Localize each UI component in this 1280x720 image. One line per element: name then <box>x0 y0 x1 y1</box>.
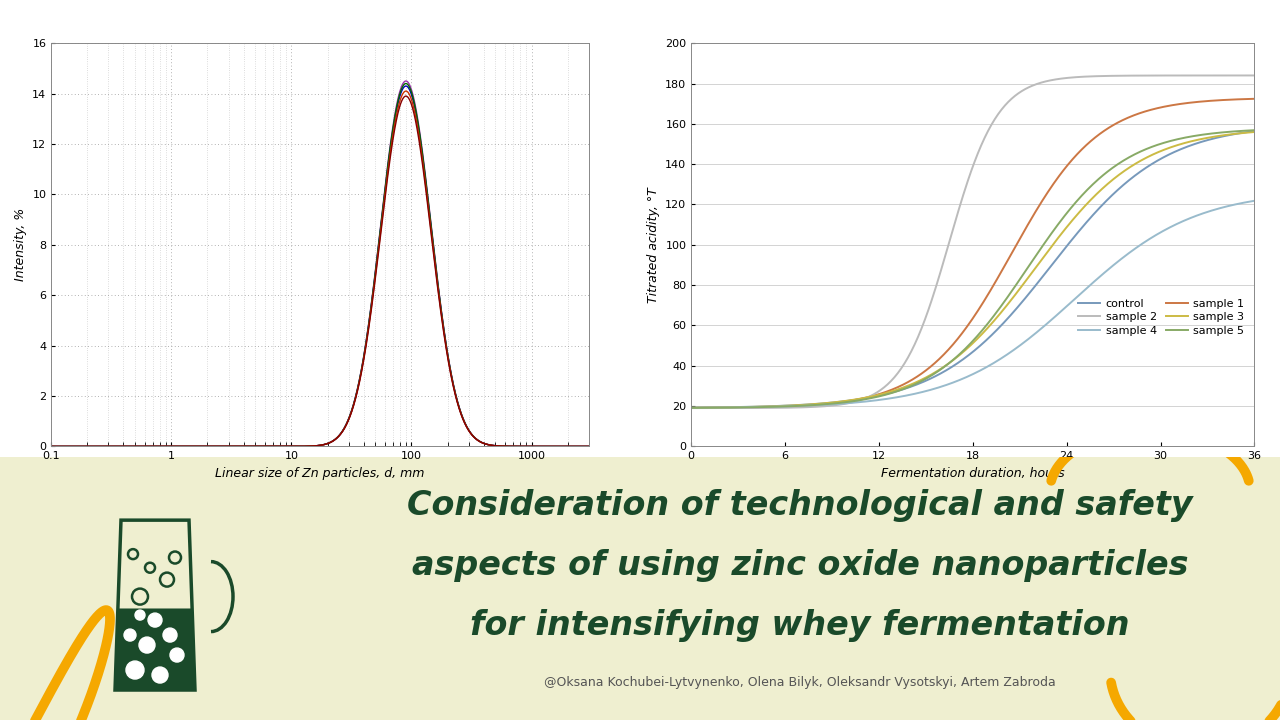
sample 1 <box>988 276 1004 285</box>
Text: aspects of using zinc oxide nanoparticles: aspects of using zinc oxide nanoparticle… <box>412 549 1188 582</box>
control <box>955 356 970 364</box>
sample 5 <box>1233 127 1248 135</box>
control <box>1019 292 1034 301</box>
sample 2 <box>684 404 699 413</box>
sample 1 <box>955 329 970 338</box>
X-axis label: Fermentation duration, hours: Fermentation duration, hours <box>881 467 1065 480</box>
sample 3 <box>951 351 966 360</box>
control <box>1247 127 1262 135</box>
Polygon shape <box>115 608 195 690</box>
sample 3 <box>1233 129 1248 138</box>
sample 2 <box>955 194 970 203</box>
sample 4 <box>684 403 699 412</box>
sample 5 <box>1146 142 1161 150</box>
Line: sample 4: sample 4 <box>691 201 1254 408</box>
Text: Consideration of technological and safety: Consideration of technological and safet… <box>407 489 1193 522</box>
sample 4 <box>1233 199 1248 207</box>
sample 5 <box>1247 126 1262 135</box>
sample 1 <box>1146 105 1161 114</box>
Circle shape <box>134 610 145 620</box>
sample 5 <box>684 403 699 412</box>
sample 1 <box>1233 95 1248 104</box>
sample 4 <box>951 376 966 384</box>
sample 2 <box>1247 71 1262 80</box>
sample 4 <box>1019 336 1034 345</box>
control <box>988 327 1004 336</box>
control <box>1146 159 1161 168</box>
sample 3 <box>1019 276 1034 284</box>
Circle shape <box>140 637 155 653</box>
sample 4 <box>988 357 1004 366</box>
sample 4 <box>1247 197 1262 205</box>
Circle shape <box>125 661 143 679</box>
Text: @Oksana Kochubei-Lytvynenko, Olena Bilyk, Oleksandr Vysotskyi, Artem Zabroda: @Oksana Kochubei-Lytvynenko, Olena Bilyk… <box>544 675 1056 688</box>
sample 5 <box>1019 266 1034 274</box>
control <box>951 358 966 366</box>
sample 1 <box>1019 223 1034 232</box>
sample 1 <box>684 404 699 413</box>
Circle shape <box>124 629 136 641</box>
Text: for intensifying whey fermentation: for intensifying whey fermentation <box>470 608 1130 642</box>
sample 5 <box>988 309 1004 318</box>
sample 3 <box>1247 127 1262 136</box>
sample 2 <box>988 113 1004 122</box>
Circle shape <box>152 667 168 683</box>
sample 1 <box>951 333 966 342</box>
Line: sample 2: sample 2 <box>691 76 1254 408</box>
sample 3 <box>955 348 970 357</box>
Y-axis label: Titrated acidity, °T: Titrated acidity, °T <box>646 187 659 302</box>
Line: sample 5: sample 5 <box>691 130 1254 408</box>
sample 4 <box>1146 233 1161 241</box>
sample 5 <box>951 351 966 359</box>
sample 2 <box>1233 71 1248 80</box>
Y-axis label: Intensity, %: Intensity, % <box>14 208 27 282</box>
Circle shape <box>170 648 184 662</box>
Legend: control, sample 2, sample 4, sample 1, sample 3, sample 5: control, sample 2, sample 4, sample 1, s… <box>1074 294 1249 340</box>
sample 3 <box>988 314 1004 323</box>
sample 2 <box>1146 71 1161 80</box>
Line: sample 3: sample 3 <box>691 132 1254 408</box>
control <box>684 403 699 412</box>
sample 5 <box>955 348 970 356</box>
control <box>1233 129 1248 138</box>
Circle shape <box>163 628 177 642</box>
sample 3 <box>684 403 699 412</box>
sample 3 <box>1146 150 1161 159</box>
sample 2 <box>1019 84 1034 93</box>
sample 2 <box>951 205 966 214</box>
Circle shape <box>148 613 163 627</box>
sample 1 <box>1247 94 1262 103</box>
sample 4 <box>955 374 970 383</box>
Line: sample 1: sample 1 <box>691 99 1254 408</box>
Line: control: control <box>691 131 1254 408</box>
X-axis label: Linear size of Zn particles, d, mm: Linear size of Zn particles, d, mm <box>215 467 425 480</box>
